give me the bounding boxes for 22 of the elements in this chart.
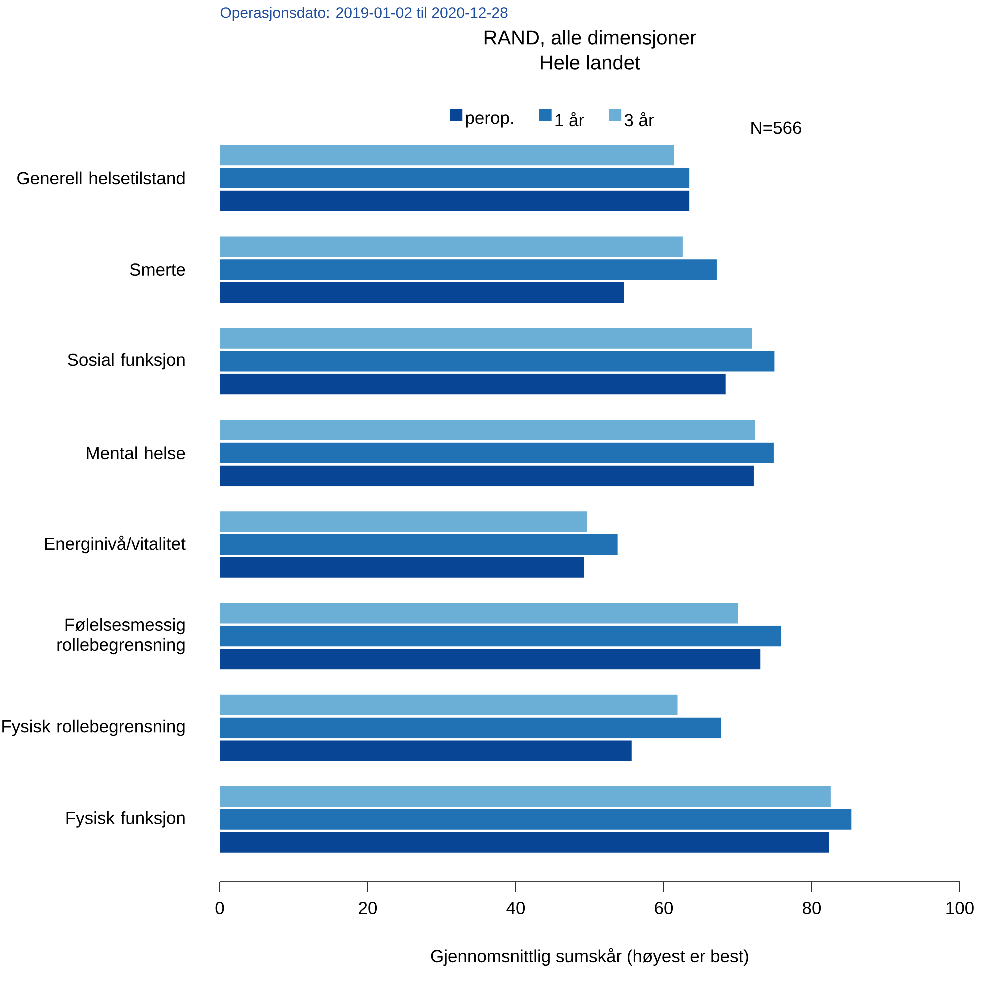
x-tick-label: 0 — [216, 902, 224, 914]
x-tick-label: 80 — [803, 902, 822, 914]
chart-subtitle: Hele landet — [541, 55, 640, 70]
chart-title: RAND, alle dimensjoner — [484, 30, 696, 49]
legend-label: 1 år — [556, 112, 584, 127]
text: Operasjonsdato: 2019-01-02 til 2020-12-28 — [220, 7, 508, 22]
legend-label: 3 år — [624, 112, 654, 127]
y-tick-label: Energinivå/vitalitet — [45, 536, 186, 554]
y-tick-label: Mental helse — [87, 446, 186, 460]
legend-label: perop. — [466, 114, 514, 128]
x-tick-label: 40 — [506, 902, 526, 914]
x-axis-title: Gjennomsnittlig sumskår (høyest er best) — [431, 948, 748, 966]
y-tick-label: Fysisk funksjon — [66, 812, 185, 828]
x-tick-label: 60 — [655, 902, 674, 914]
y-tick-label: Smerte — [130, 264, 186, 276]
annotation: N=566 — [752, 122, 802, 134]
x-tick-label: 100 — [946, 902, 974, 914]
y-tick-label: Følelsesmessig rollebegrensning — [58, 618, 185, 655]
y-tick-label: Generell helsetilstand — [18, 172, 185, 185]
y-tick-label: Fysisk rollebegrensning — [2, 720, 185, 736]
y-tick-label: Sosial funksjon — [68, 353, 185, 370]
x-tick-label: 20 — [359, 902, 378, 914]
